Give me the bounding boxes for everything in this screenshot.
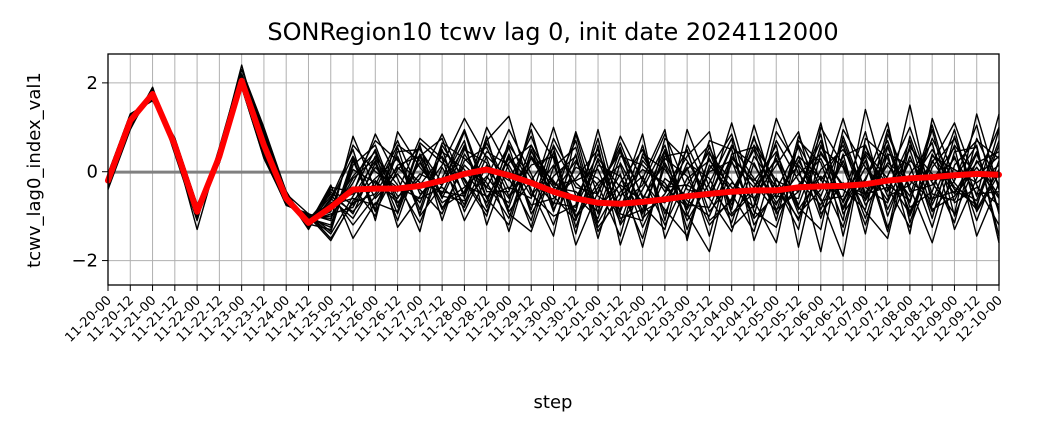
y-tick-label: −2 bbox=[71, 251, 98, 272]
chart-title: SONRegion10 tcwv lag 0, init date 202411… bbox=[267, 18, 838, 46]
ensemble-member-line bbox=[107, 86, 1000, 240]
x-axis: 11-20-0011-20-1211-21-0011-21-1211-22-00… bbox=[62, 285, 1006, 346]
highlight-series bbox=[105, 77, 1002, 226]
y-axis: −2 0 2 bbox=[71, 73, 108, 272]
ensemble-member-line bbox=[107, 68, 1000, 237]
x-axis-label: step bbox=[534, 392, 573, 413]
y-tick-label: 0 bbox=[87, 162, 98, 183]
y-tick-label: 2 bbox=[87, 73, 98, 94]
y-axis-label: tcwv_lag0_index_val1 bbox=[24, 72, 45, 268]
ensemble-mean-line bbox=[105, 77, 1002, 226]
